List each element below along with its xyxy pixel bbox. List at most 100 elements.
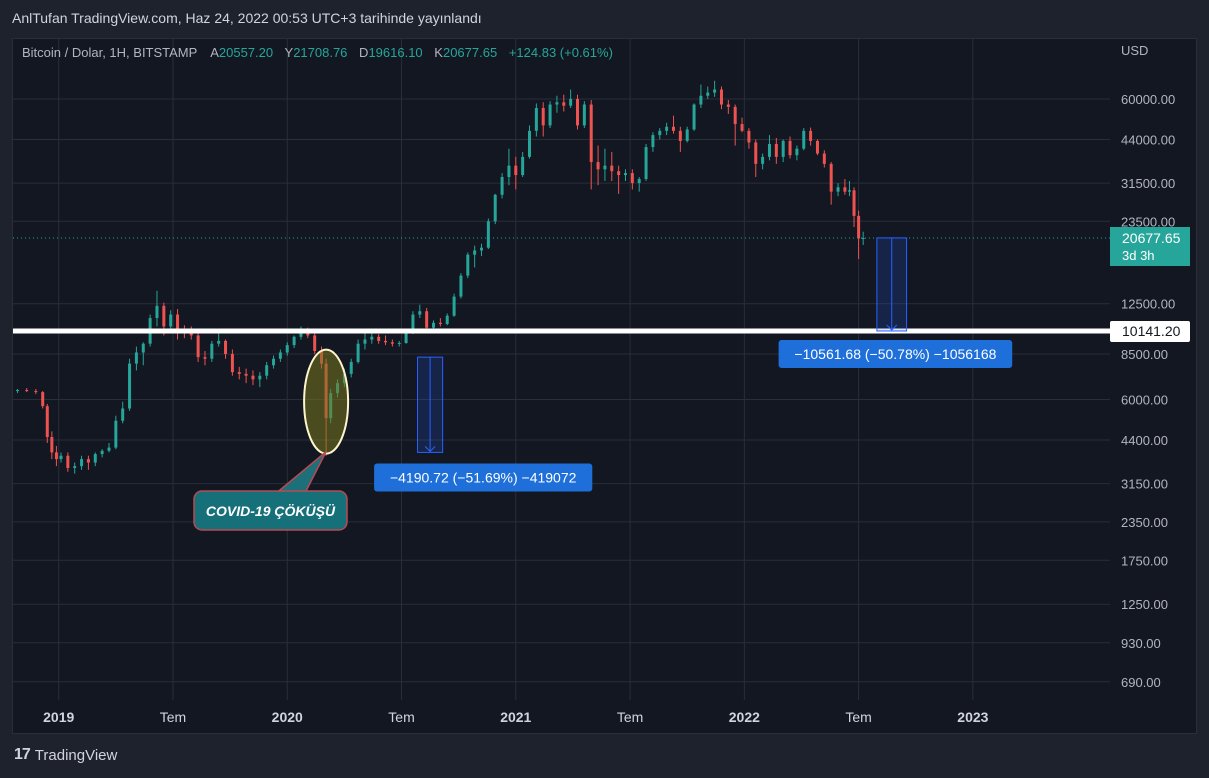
candle-body (230, 354, 234, 373)
candle-body (733, 106, 737, 125)
candle-body (134, 352, 138, 364)
overlays: −4190.72 (−51.69%) −419072 −10561.68 (−50… (13, 237, 1110, 531)
y-tick-label: 12500.00 (1121, 297, 1175, 312)
candle (507, 148, 511, 186)
candle-body (651, 135, 655, 148)
candle (617, 165, 621, 194)
chart-pane[interactable] (12, 38, 1197, 734)
candle (733, 104, 737, 146)
candle (459, 273, 463, 299)
candle-body (438, 322, 442, 324)
candle (665, 122, 669, 136)
candle-body (528, 130, 532, 157)
candle-body (596, 162, 600, 170)
candle-body (224, 340, 228, 355)
candle (740, 117, 744, 133)
candle (582, 101, 586, 129)
candle (822, 150, 826, 168)
footer-brand[interactable]: 17 TradingView (14, 746, 117, 764)
callout-box (193, 490, 348, 531)
candle-body (356, 343, 360, 362)
candle (80, 455, 84, 470)
candles (16, 80, 865, 474)
candle (349, 358, 353, 378)
candle-body (706, 92, 710, 96)
candle (843, 178, 847, 195)
candle-body (665, 126, 669, 131)
candle (603, 148, 607, 182)
candle-body (480, 247, 484, 251)
candle-body (847, 190, 851, 192)
candle-body (418, 311, 422, 315)
candle (278, 349, 282, 362)
symbol-name[interactable]: Bitcoin / Dolar, 1H, BITSTAMP (22, 45, 198, 60)
candle-body (16, 390, 20, 392)
measure-label: −4190.72 (−51.69%) −419072 (374, 463, 593, 492)
candle-body (86, 459, 90, 463)
candle (809, 127, 813, 146)
candle (196, 330, 200, 362)
candle (861, 231, 865, 245)
candle-body (292, 336, 296, 346)
candle (781, 139, 785, 163)
last-price-value: 20677.65 (1122, 230, 1181, 246)
candle (285, 342, 289, 356)
grid (13, 39, 1110, 700)
candle-body (299, 330, 303, 337)
candle-body (692, 104, 696, 130)
candle (596, 145, 600, 186)
candle-body (754, 142, 758, 164)
candle-body (100, 450, 104, 455)
candle (761, 153, 765, 170)
candle (774, 137, 778, 164)
close-label: K (434, 45, 443, 60)
candle (121, 401, 125, 424)
candle (521, 151, 525, 177)
x-tick-label: 2020 (272, 709, 303, 725)
arrow-head-icon (424, 446, 436, 453)
candle-body (80, 459, 84, 467)
candle-body (155, 305, 159, 319)
y-tick-label: 690.00 (1121, 675, 1161, 690)
candle (480, 243, 484, 257)
candle-body (500, 176, 504, 195)
support-price-badge: 10141.20 (1110, 320, 1190, 342)
candle-body (203, 357, 207, 359)
candle (210, 340, 214, 362)
candle-body (685, 129, 689, 141)
candle (134, 346, 138, 371)
candle-body (452, 296, 456, 316)
candle (34, 389, 38, 395)
candle (500, 173, 504, 199)
candle-body (265, 365, 269, 376)
candle (155, 290, 159, 327)
candle (685, 126, 689, 143)
highlight-ellipse (303, 348, 350, 455)
candle (671, 115, 675, 134)
high-value: 21708.76 (293, 45, 348, 60)
open-label: A (210, 45, 219, 60)
candle (767, 135, 771, 161)
measure-box (876, 237, 908, 332)
low-value: 19616.10 (368, 45, 423, 60)
x-tick-label: Tem (160, 709, 186, 725)
candle-body (852, 190, 856, 216)
candle (313, 332, 317, 355)
candle-body (740, 124, 744, 131)
candle-body (809, 130, 813, 141)
candle-body (25, 390, 29, 392)
candle-body (822, 153, 826, 164)
y-tick-label: 930.00 (1121, 636, 1161, 651)
candle (473, 245, 477, 268)
y-tick-label: 3150.00 (1121, 477, 1168, 492)
candle-body (630, 173, 634, 184)
candle (128, 358, 132, 411)
currency-label: USD (1121, 43, 1148, 58)
candle (644, 143, 648, 182)
candle-body (541, 107, 545, 126)
candle-body (54, 452, 58, 460)
candle-body (162, 305, 166, 327)
candle-body (432, 322, 436, 328)
candle-body (59, 455, 63, 460)
